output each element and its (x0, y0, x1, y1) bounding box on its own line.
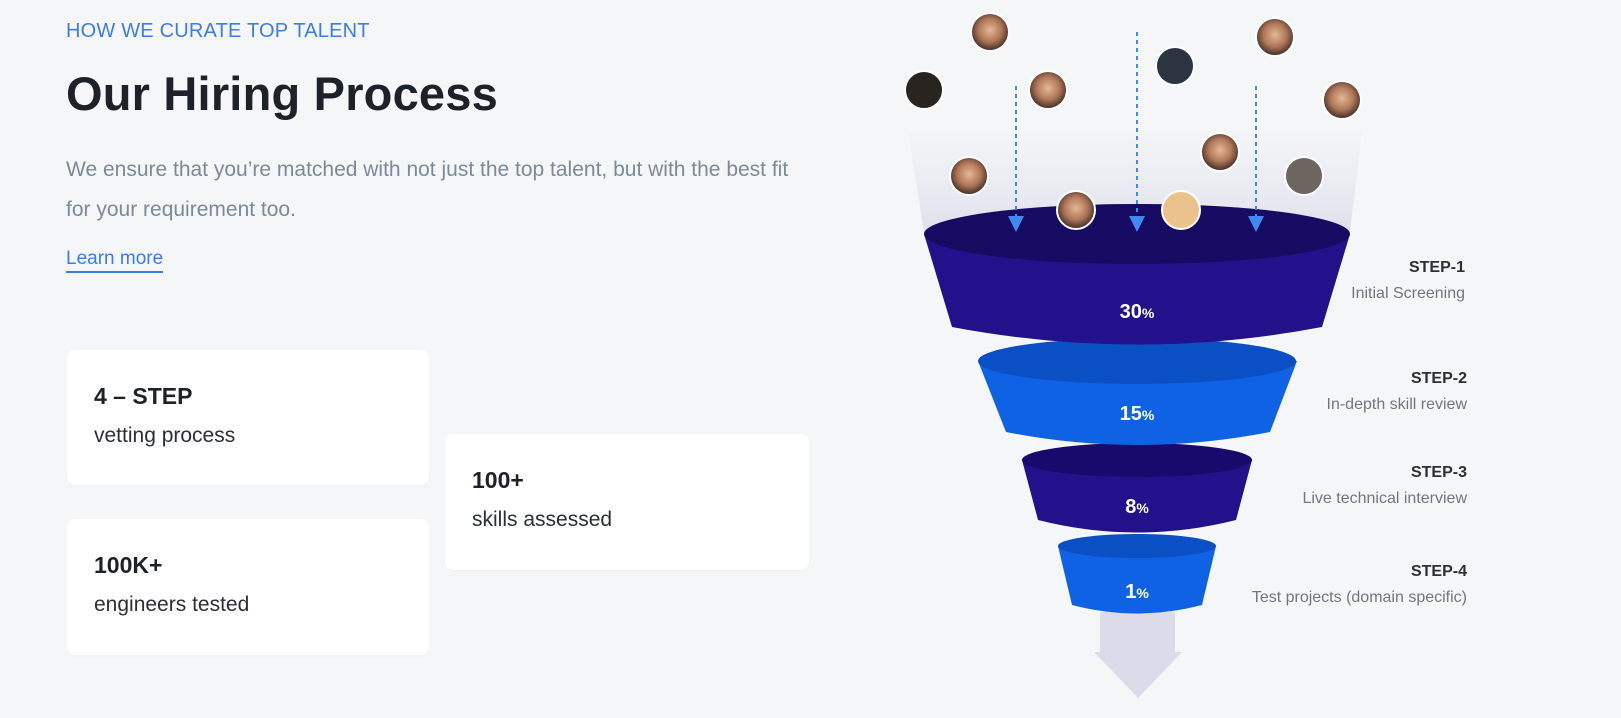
avatar (1284, 156, 1324, 196)
step-4-title: STEP-4 (1411, 563, 1467, 580)
stat-card-vetting: 4 – STEP vetting process (67, 350, 429, 485)
candidate-avatars (904, 12, 1362, 230)
stat-card-skills: 100+ skills assessed (445, 434, 809, 570)
avatar (1322, 80, 1362, 120)
section-eyebrow: HOW WE CURATE TOP TALENT (66, 20, 370, 42)
funnel-top-glow (908, 132, 1362, 232)
stat-card-engineers: 100K+ engineers tested (67, 519, 429, 655)
step-3-name: Live technical interview (1302, 490, 1467, 507)
stage-3-percent: 8% (1125, 496, 1149, 518)
funnel-stage-4 (1058, 534, 1216, 614)
avatar (970, 12, 1010, 52)
avatar (1161, 190, 1201, 230)
step-2-name: In-depth skill review (1327, 396, 1468, 413)
avatar (1155, 46, 1195, 86)
avatar (904, 70, 944, 110)
funnel-down-arrow (1094, 612, 1182, 698)
stat-value: 100+ (472, 467, 524, 493)
stage-4-percent: 1% (1125, 581, 1149, 603)
step-3-title: STEP-3 (1411, 464, 1467, 481)
page-title: Our Hiring Process (66, 67, 498, 120)
step-1-name: Initial Screening (1351, 285, 1465, 302)
avatar (1200, 132, 1240, 172)
step-1-title: STEP-1 (1409, 259, 1465, 276)
stat-label: engineers tested (94, 593, 250, 616)
avatar (1028, 70, 1068, 110)
stat-value: 100K+ (94, 552, 163, 578)
stat-label: skills assessed (472, 508, 613, 531)
step-4-name: Test projects (domain specific) (1252, 589, 1467, 606)
avatar (949, 156, 989, 196)
stat-label: vetting process (94, 424, 236, 447)
avatar (1255, 17, 1295, 57)
step-2-title: STEP-2 (1411, 370, 1467, 387)
section-description: We ensure that you’re matched with not j… (66, 158, 789, 221)
stage-1-percent: 30% (1120, 301, 1155, 323)
funnel-stage-1 (924, 204, 1350, 345)
funnel-stage-2 (978, 338, 1297, 445)
learn-more-link[interactable]: Learn more (66, 248, 164, 273)
funnel-stage-3 (1022, 443, 1252, 533)
stage-2-percent: 15% (1120, 403, 1155, 425)
avatar (1056, 190, 1096, 230)
stat-value: 4 – STEP (94, 383, 193, 409)
